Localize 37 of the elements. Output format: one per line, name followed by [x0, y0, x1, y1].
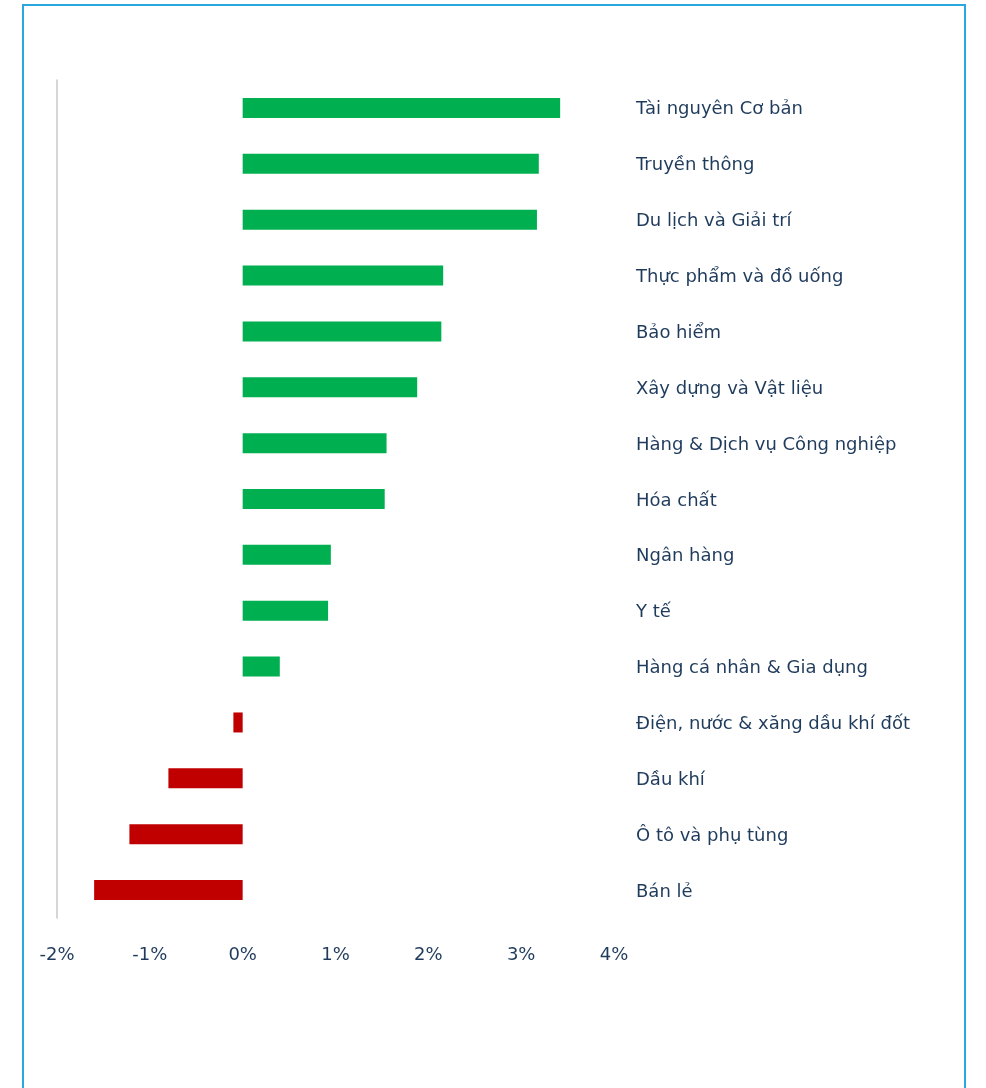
y-tick-label: Truyền thông [635, 153, 755, 175]
y-tick-label: Xây dựng và Vật liệu [636, 376, 824, 398]
y-tick-label: Y tế [635, 600, 672, 622]
y-tick-label: Điện, nước & xăng dầu khí đốt [636, 711, 910, 733]
x-tick-label: 2% [414, 942, 443, 964]
bar [242, 321, 442, 342]
y-tick-label: Ô tô và phụ tùng [636, 823, 789, 845]
bar [242, 544, 331, 565]
y-tick-label: Hàng cá nhân & Gia dụng [636, 656, 868, 678]
bar [242, 209, 537, 230]
bar [242, 97, 561, 118]
x-tick-label: -2% [39, 942, 75, 964]
y-tick-label: Thực phẩm và đồ uống [635, 265, 844, 287]
bar [242, 265, 444, 286]
bar [242, 600, 329, 621]
y-tick-label: Dầu khí [636, 767, 706, 789]
bar [242, 153, 539, 174]
x-tick-label: 3% [506, 942, 536, 964]
x-tick-label: -1% [132, 942, 168, 964]
y-tick-label: Du lịch và Giải trí [636, 209, 793, 231]
bar [168, 768, 243, 789]
x-tick-label: 0% [228, 942, 257, 964]
y-tick-label: Hàng & Dịch vụ Công nghiệp [636, 432, 897, 454]
bar [242, 656, 280, 677]
x-tick-label: 1% [321, 942, 350, 964]
bar [129, 824, 243, 845]
bar [233, 712, 243, 733]
y-tick-label: Bán lẻ [636, 879, 693, 901]
y-tick-label: Bảo hiểm [636, 320, 722, 342]
bar [242, 377, 418, 398]
y-tick-label: Tài nguyên Cơ bản [635, 97, 803, 119]
bar [242, 433, 387, 454]
x-tick-label: 4% [599, 942, 629, 964]
y-tick-label: Ngân hàng [636, 544, 735, 566]
bar [242, 489, 385, 509]
y-tick-label: Hóa chất [636, 488, 717, 510]
bar [94, 880, 243, 901]
